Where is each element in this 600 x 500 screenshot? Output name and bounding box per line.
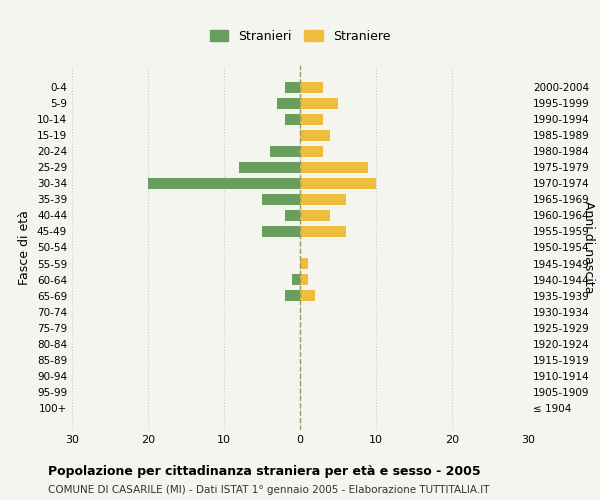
Bar [300,162,368,173]
Bar [300,178,376,189]
Bar [285,210,300,221]
Bar [300,130,331,141]
Y-axis label: Anni di nascita: Anni di nascita [582,201,595,294]
Text: COMUNE DI CASARILE (MI) - Dati ISTAT 1° gennaio 2005 - Elaborazione TUTTITALIA.I: COMUNE DI CASARILE (MI) - Dati ISTAT 1° … [48,485,490,495]
Bar [262,226,300,237]
Bar [300,274,308,285]
Bar [239,162,300,173]
Bar [148,178,300,189]
Bar [300,258,308,269]
Bar [292,274,300,285]
Text: Popolazione per cittadinanza straniera per età e sesso - 2005: Popolazione per cittadinanza straniera p… [48,465,481,478]
Bar [285,114,300,125]
Bar [285,82,300,93]
Y-axis label: Fasce di età: Fasce di età [19,210,31,285]
Bar [300,82,323,93]
Bar [277,98,300,109]
Bar [300,98,338,109]
Bar [300,146,323,157]
Bar [300,290,315,301]
Bar [262,194,300,205]
Bar [300,194,346,205]
Legend: Stranieri, Straniere: Stranieri, Straniere [203,24,397,50]
Bar [300,210,331,221]
Bar [300,114,323,125]
Bar [269,146,300,157]
Bar [300,226,346,237]
Bar [285,290,300,301]
